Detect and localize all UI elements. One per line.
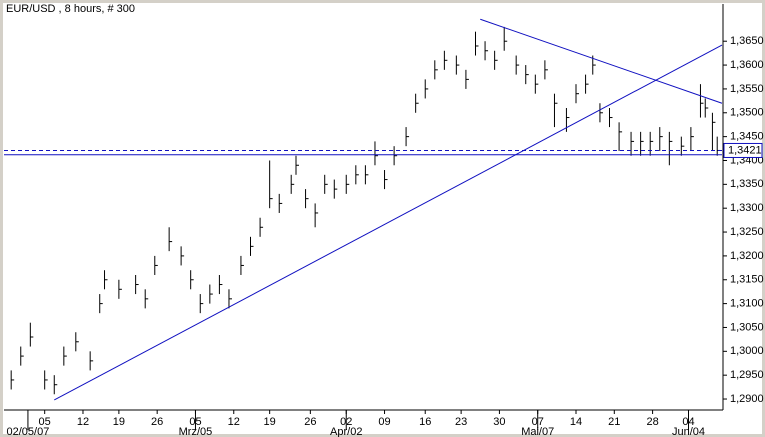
x-tick-label: 30 <box>493 416 505 428</box>
y-tick-label: 1,3500 <box>730 107 764 119</box>
x-tick-label: 19 <box>113 416 125 428</box>
y-tick-label: 1,3100 <box>730 298 764 310</box>
trend-line <box>54 44 723 401</box>
y-tick-label: 1,3000 <box>730 345 764 357</box>
x-tick-label: 23 <box>455 416 467 428</box>
x-tick-label-secondary: Jun/04 <box>672 426 705 437</box>
y-tick-label: 1,3600 <box>730 59 764 71</box>
x-tick-label-secondary: Mrz/05 <box>179 426 213 437</box>
price-label: 1,3421 <box>728 144 762 156</box>
y-tick-label: 1,3150 <box>730 274 764 286</box>
x-tick-label: 14 <box>570 416 582 428</box>
y-tick-label: 1,2950 <box>730 369 764 381</box>
y-tick-label: 1,3550 <box>730 83 764 95</box>
y-tick-label: 1,3250 <box>730 226 764 238</box>
x-tick-label: 28 <box>646 416 658 428</box>
x-tick-label: 21 <box>608 416 620 428</box>
y-tick-label: 1,3200 <box>730 250 764 262</box>
y-tick-label: 1,3350 <box>730 178 764 190</box>
x-tick-label: 12 <box>77 416 89 428</box>
x-tick-label-secondary: 02/05/07 <box>7 426 50 437</box>
background <box>3 3 762 434</box>
x-tick-label: 26 <box>151 416 163 428</box>
trend-line <box>480 18 723 104</box>
y-tick-label: 1,2900 <box>730 393 764 405</box>
price-label-box <box>723 142 763 158</box>
chart-title: EUR/USD , 8 hours, # 300 <box>6 3 135 15</box>
x-tick-label: 26 <box>304 416 316 428</box>
x-tick-label-secondary: Apr/02 <box>330 426 362 437</box>
y-tick-label: 1,3300 <box>730 202 764 214</box>
y-tick-label: 1,3450 <box>730 131 764 143</box>
y-tick-label: 1,3650 <box>730 35 764 47</box>
x-tick-label: 12 <box>228 416 240 428</box>
x-tick-label: 09 <box>378 416 390 428</box>
x-tick-label: 19 <box>264 416 276 428</box>
y-tick-label: 1,3050 <box>730 321 764 333</box>
x-tick-label-secondary: Mai/07 <box>521 426 554 437</box>
x-tick-label: 16 <box>419 416 431 428</box>
x-tick-label: 05 <box>39 416 51 428</box>
